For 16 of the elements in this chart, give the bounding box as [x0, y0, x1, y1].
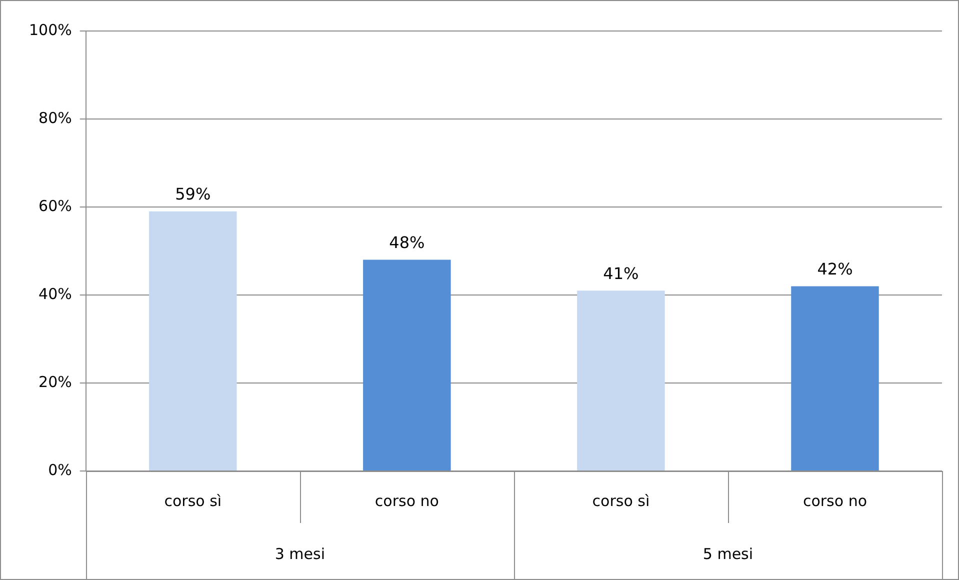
- y-tick-label: 60%: [38, 196, 72, 215]
- y-tick-label: 80%: [38, 108, 72, 127]
- x-tick-label: corso no: [374, 492, 439, 510]
- data-label: 59%: [175, 184, 211, 204]
- x-tick-label: corso sì: [164, 492, 222, 510]
- y-tick-label: 0%: [48, 460, 72, 479]
- x-tick-label: corso no: [802, 492, 868, 510]
- y-tick-label: 40%: [38, 284, 72, 303]
- data-label: 42%: [817, 259, 853, 278]
- text: 5 mesi: [702, 544, 754, 563]
- y-tick-label: 20%: [38, 372, 72, 391]
- text: 3 mesi: [274, 544, 325, 563]
- x-tick-label: corso sì: [592, 492, 650, 510]
- data-label: 48%: [389, 232, 425, 252]
- data-label: 41%: [603, 264, 639, 283]
- y-tick-label: 100%: [28, 20, 72, 39]
